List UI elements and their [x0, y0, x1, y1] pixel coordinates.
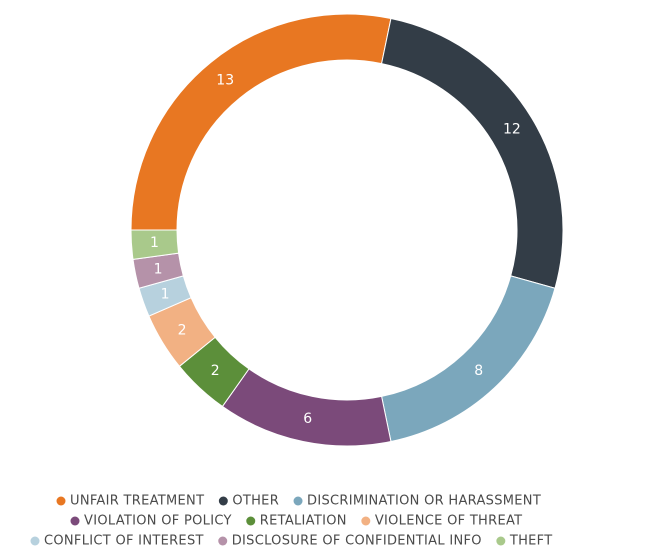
value-label: 13 — [216, 72, 234, 88]
legend-swatch — [218, 496, 228, 506]
value-label: 1 — [161, 287, 170, 303]
donut-slice — [130, 229, 180, 260]
donut-slice — [130, 13, 392, 231]
value-label: 2 — [178, 322, 187, 338]
legend-swatch — [70, 516, 80, 526]
donut-slice — [380, 17, 564, 289]
donut-slice — [380, 275, 556, 443]
legend-label: DISCLOSURE OF CONFIDENTIAL INFO — [232, 534, 482, 548]
value-label: 8 — [474, 363, 483, 379]
legend-label: CONFLICT OF INTEREST — [44, 534, 204, 548]
legend-swatch — [56, 496, 66, 506]
legend-swatch — [218, 536, 228, 546]
legend-swatch — [361, 516, 371, 526]
legend-label: UNFAIR TREATMENT — [70, 494, 204, 509]
value-label: 2 — [211, 363, 220, 379]
value-label: 12 — [503, 122, 521, 138]
legend-label: RETALIATION — [260, 514, 347, 529]
legend-label: THEFT — [509, 534, 553, 548]
legend-label: VIOLATION OF POLICY — [84, 514, 232, 529]
legend-label: VIOLENCE OF THREAT — [375, 514, 523, 529]
legend-swatch — [293, 496, 303, 506]
value-label: 1 — [154, 261, 163, 277]
legend-label: OTHER — [232, 494, 279, 509]
donut-slice — [221, 368, 392, 447]
value-label: 1 — [150, 235, 159, 251]
legend-swatch — [496, 536, 506, 546]
legend-swatch — [30, 536, 40, 546]
legend-swatch — [246, 516, 256, 526]
value-label: 6 — [303, 411, 312, 427]
legend-label: DISCRIMINATION OR HARASSMENT — [307, 494, 541, 509]
